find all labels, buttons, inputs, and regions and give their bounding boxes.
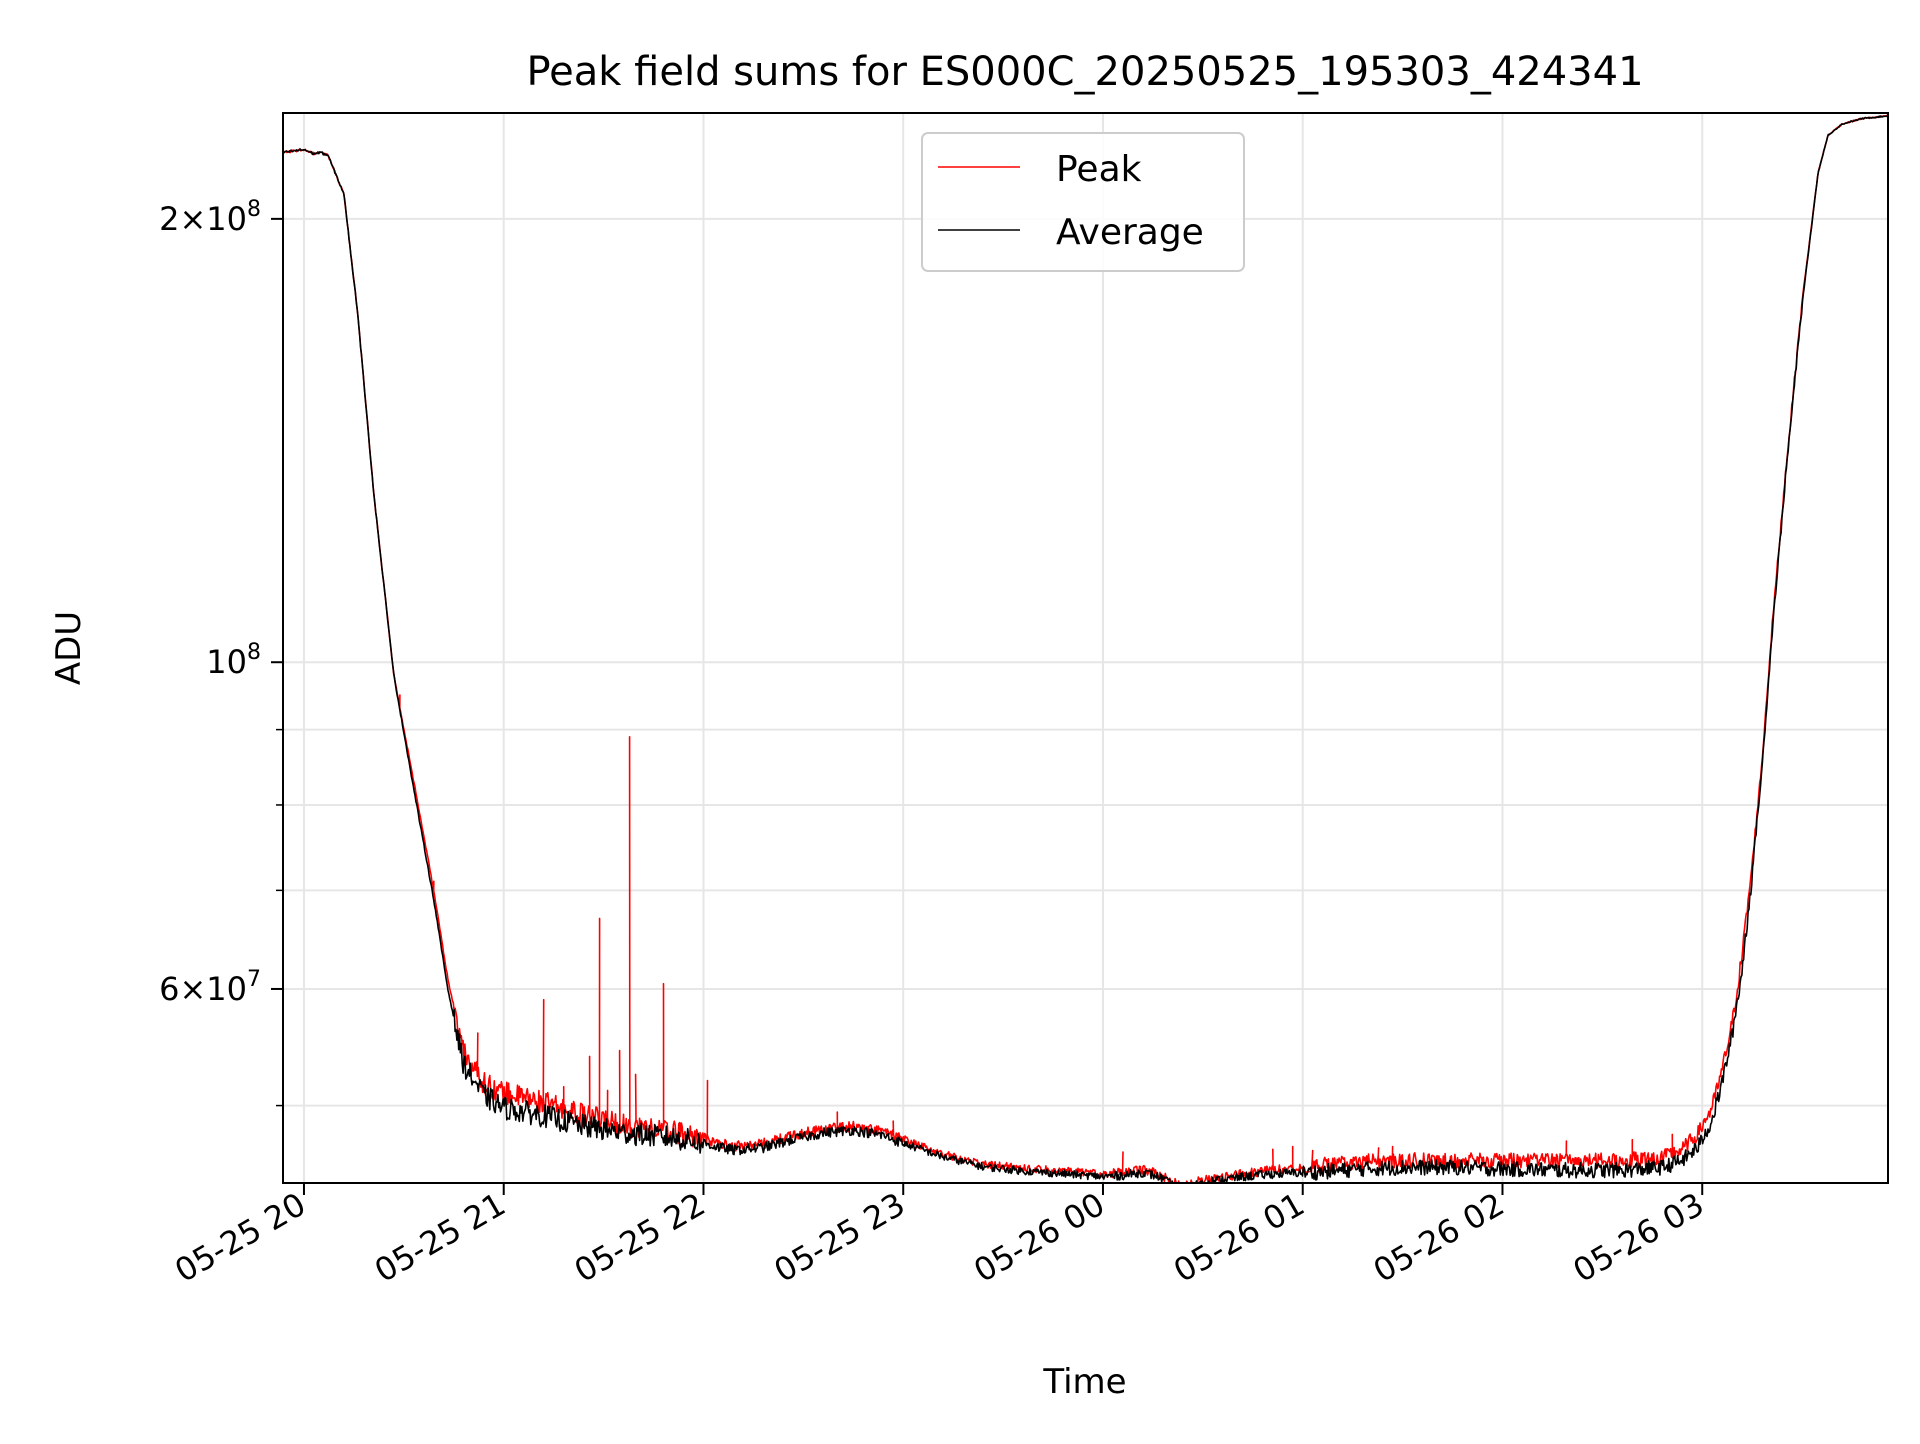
- legend-label-peak: Peak: [1056, 149, 1142, 190]
- y-axis-label: ADU: [49, 611, 89, 685]
- y-tick-label: 108: [206, 640, 261, 681]
- legend: Peak Average: [921, 132, 1245, 272]
- y-tick-label-base: 2×10: [159, 200, 247, 238]
- legend-label-average: Average: [1056, 212, 1204, 253]
- series-layer: [283, 114, 1888, 1183]
- y-tick-label: 2×108: [159, 197, 261, 238]
- y-tick-label: 6×107: [159, 967, 261, 1008]
- series-line-average: [283, 115, 1888, 1183]
- y-tick-label-exponent: 8: [247, 197, 261, 222]
- y-tick-label-exponent: 8: [247, 640, 261, 665]
- y-tick-label-base: 6×10: [159, 970, 247, 1008]
- chart-title: Peak field sums for ES000C_20250525_1953…: [526, 49, 1643, 95]
- y-tick-label-exponent: 7: [247, 967, 261, 992]
- y-tick-label-base: 10: [206, 643, 247, 681]
- plot-frame: [282, 112, 1889, 1184]
- x-axis-label: Time: [1042, 1362, 1126, 1402]
